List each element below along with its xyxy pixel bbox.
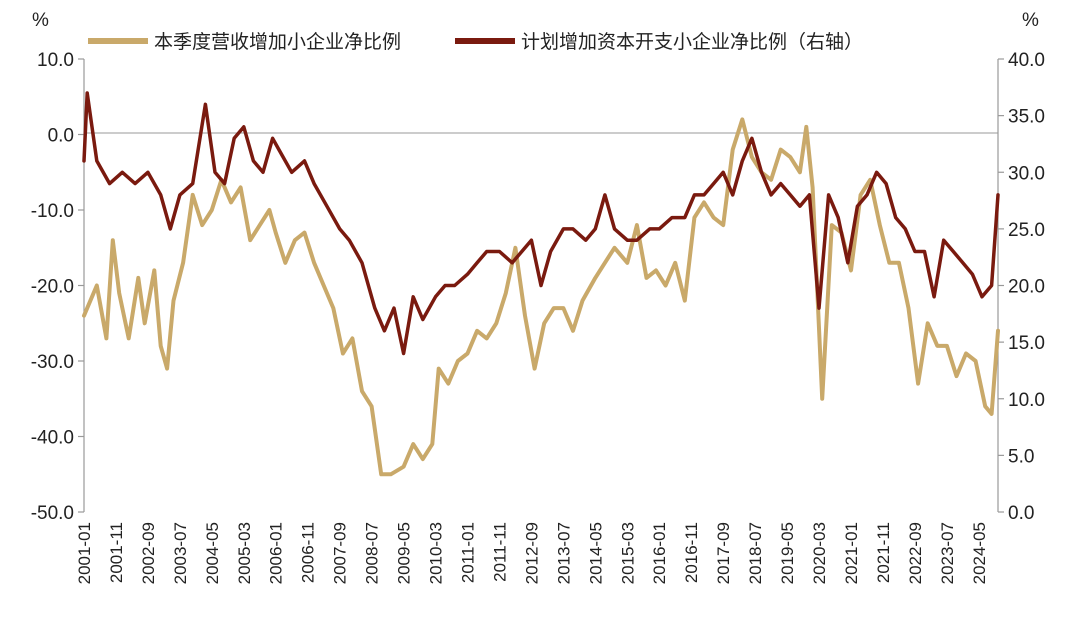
x-tick-label: 2013-07 xyxy=(554,522,573,584)
x-tick-label: 2002-09 xyxy=(139,522,158,584)
legend: 本季度营收增加小企业净比例 计划增加资本开支小企业净比例（右轴） xyxy=(88,31,863,53)
x-tick-label: 2010-03 xyxy=(427,522,446,584)
x-tick-label: 2011-01 xyxy=(458,522,477,583)
x-tick-label: 2009-05 xyxy=(395,522,414,584)
x-tick-label: 2017-09 xyxy=(714,522,733,584)
left-tick-label: 10.0 xyxy=(37,50,74,71)
left-tick-label: -30.0 xyxy=(31,352,74,373)
x-tick-label: 2020-03 xyxy=(810,522,829,584)
right-tick-label: 35.0 xyxy=(1008,107,1045,128)
left-tick-label: -40.0 xyxy=(31,428,74,449)
right-tick-label: 40.0 xyxy=(1008,50,1045,71)
right-tick-label: 30.0 xyxy=(1008,163,1045,184)
x-tick-label: 2021-01 xyxy=(842,522,861,584)
right-tick-label: 0.0 xyxy=(1008,503,1034,524)
x-tick-label: 2006-11 xyxy=(299,522,318,583)
left-axis-ticks: 10.0 0.0 -10.0 -20.0 -30.0 -40.0 -50.0 xyxy=(31,50,84,524)
x-tick-label: 2008-07 xyxy=(363,522,382,584)
x-tick-label: 2024-05 xyxy=(970,522,989,584)
x-tick-label: 2015-03 xyxy=(618,522,637,584)
left-tick-label: -10.0 xyxy=(31,201,74,222)
x-tick-label: 2006-01 xyxy=(267,522,286,584)
right-tick-label: 10.0 xyxy=(1008,390,1045,411)
x-tick-label: 2023-07 xyxy=(938,522,957,584)
left-tick-label: -50.0 xyxy=(31,503,74,524)
x-tick-label: 2016-11 xyxy=(682,522,701,583)
series-layer xyxy=(82,91,1000,477)
x-tick-label: 2016-01 xyxy=(650,522,669,584)
left-tick-label: 0.0 xyxy=(48,126,74,147)
series-line-revenue xyxy=(82,117,1000,477)
x-tick-label: 2003-07 xyxy=(171,522,190,584)
x-tick-label: 2001-11 xyxy=(107,522,126,583)
right-tick-label: 15.0 xyxy=(1008,333,1045,354)
x-tick-label: 2005-03 xyxy=(235,522,254,584)
x-tick-label: 2007-09 xyxy=(331,522,350,584)
x-tick-label: 2012-09 xyxy=(522,522,541,584)
left-axis-unit: % xyxy=(32,10,49,31)
right-tick-label: 25.0 xyxy=(1008,220,1045,241)
series-line-capex xyxy=(82,91,1000,356)
right-tick-label: 5.0 xyxy=(1008,446,1034,467)
right-axis-unit: % xyxy=(1022,10,1039,31)
left-tick-label: -20.0 xyxy=(31,277,74,298)
x-tick-label: 2019-05 xyxy=(778,522,797,584)
x-tick-label: 2014-05 xyxy=(586,522,605,584)
legend-label-revenue: 本季度营收增加小企业净比例 xyxy=(154,31,401,53)
x-tick-label: 2001-01 xyxy=(75,522,94,584)
x-tick-label: 2022-09 xyxy=(906,522,925,584)
x-tick-label: 2004-05 xyxy=(203,522,222,584)
x-tick-label: 2011-11 xyxy=(490,522,509,582)
right-axis-ticks: 40.0 35.0 30.0 25.0 20.0 15.0 10.0 5.0 0.0 xyxy=(998,50,1045,524)
x-tick-label: 2018-07 xyxy=(746,522,765,584)
right-tick-label: 20.0 xyxy=(1008,277,1045,298)
x-axis-ticks: 2001-01 2001-11 2002-09 2003-07 2004-05 2005-… xyxy=(75,522,989,584)
legend-label-capex: 计划增加资本开支小企业净比例（右轴） xyxy=(521,31,863,53)
x-tick-label: 2021-11 xyxy=(874,522,893,583)
